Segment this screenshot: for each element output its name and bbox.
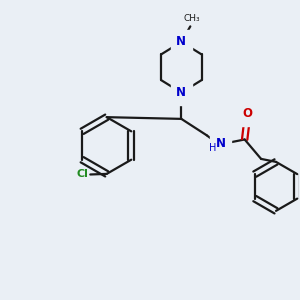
Text: O: O: [243, 107, 253, 120]
Text: CH₃: CH₃: [183, 14, 200, 23]
Text: H: H: [209, 143, 216, 153]
Text: Cl: Cl: [76, 169, 88, 179]
Text: N: N: [215, 137, 226, 150]
Text: N: N: [176, 35, 186, 48]
Text: N: N: [176, 86, 186, 99]
